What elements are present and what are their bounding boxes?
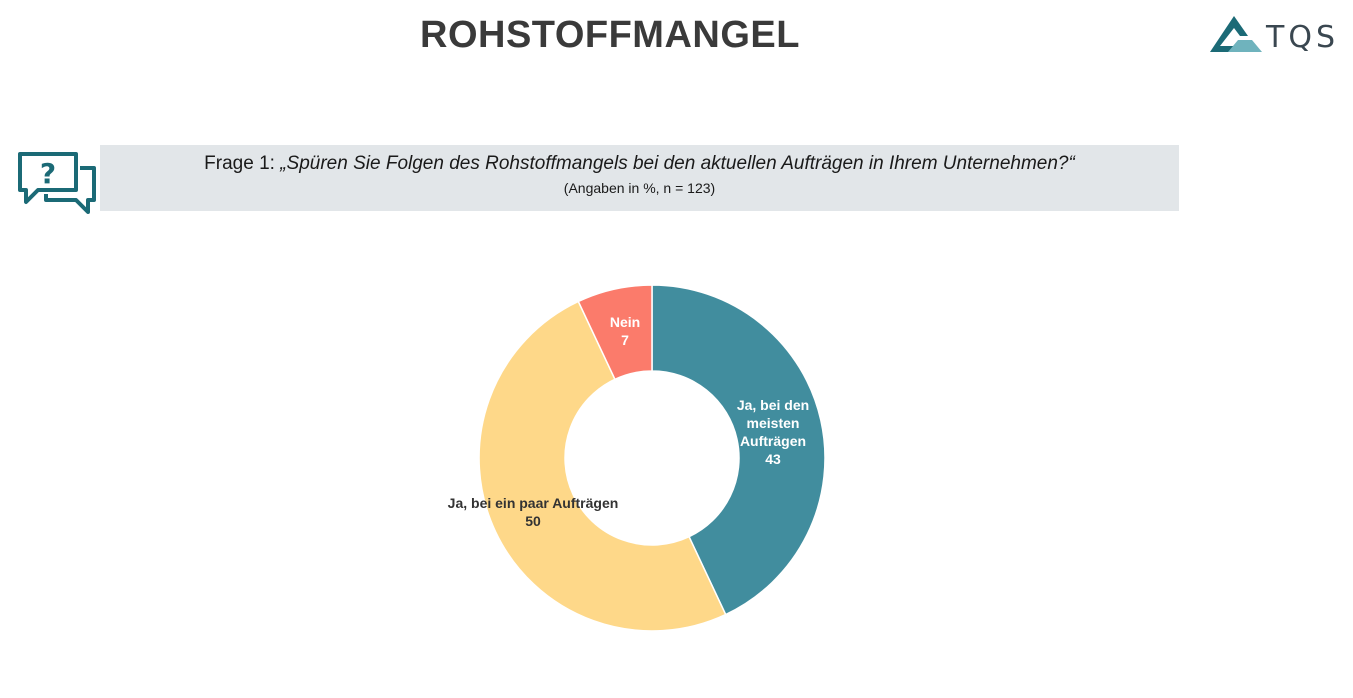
- question-note: (Angaben in %, n = 123): [563, 180, 716, 196]
- speech-bubbles-question-icon: ?: [18, 152, 96, 214]
- slice-label: Ja, bei den meisten Aufträgen 43: [737, 397, 809, 467]
- slice-category: meisten: [747, 415, 800, 431]
- donut-slice: [651, 284, 826, 616]
- slice-value: 43: [765, 451, 781, 467]
- question-body: „Spüren Sie Folgen des Rohstoffmangels b…: [280, 153, 1075, 174]
- donut-slice: [478, 300, 727, 632]
- question-box: Frage 1: „Spüren Sie Folgen des Rohstoff…: [100, 145, 1179, 211]
- tqs-logo-icon: [1210, 16, 1262, 52]
- slice-category: Ja, bei ein paar Aufträgen: [448, 495, 619, 511]
- slice-label: Ja, bei ein paar Aufträgen 50: [448, 495, 619, 529]
- slice-category: Ja, bei den: [737, 397, 809, 413]
- logo-text: TQS: [1266, 20, 1339, 55]
- slice-label: Nein 7: [610, 314, 640, 348]
- slice-category: Nein: [610, 314, 640, 330]
- donut-slice: [577, 284, 653, 381]
- slice-value: 7: [621, 332, 629, 348]
- svg-text:?: ?: [40, 157, 56, 190]
- slice-value: 50: [525, 513, 541, 529]
- question-text: Frage 1: „Spüren Sie Folgen des Rohstoff…: [100, 153, 1179, 175]
- page-title: ROHSTOFFMANGEL: [420, 14, 800, 56]
- question-prefix: Frage 1:: [204, 153, 281, 174]
- slice-category: Aufträgen: [740, 433, 806, 449]
